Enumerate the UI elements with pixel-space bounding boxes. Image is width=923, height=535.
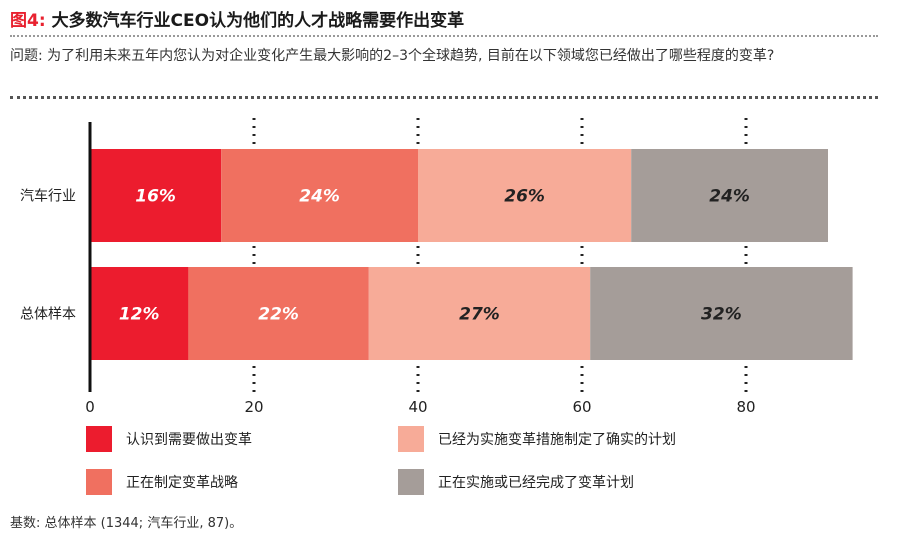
data-label-1-4: 24% bbox=[709, 187, 750, 207]
x-tick-label-0: 0 bbox=[85, 398, 95, 416]
legend-swatch-4 bbox=[398, 469, 424, 495]
legend-swatch-2 bbox=[86, 469, 112, 495]
category-label-2: 总体样本 bbox=[20, 307, 76, 323]
x-tick-label-40: 40 bbox=[408, 398, 427, 416]
bar-1-segment-1 bbox=[90, 149, 222, 242]
legend-item-3: 已经为实施变革措施制定了确实的计划 bbox=[398, 426, 676, 452]
survey-question: 问题: 为了利用未来五年内您认为对企业变化产生最大影响的2–3个全球趋势, 目前… bbox=[10, 48, 775, 64]
chart-title: 图4: 大多数汽车行业CEO认为他们的人才战略需要作出变革 bbox=[10, 6, 464, 31]
data-label-2-1: 12% bbox=[119, 305, 160, 325]
x-tick-label-20: 20 bbox=[244, 398, 263, 416]
legend-swatch-1 bbox=[86, 426, 112, 452]
category-label-1: 汽车行业 bbox=[20, 188, 76, 205]
bar-2-segment-2 bbox=[188, 267, 369, 360]
data-label-2-4: 32% bbox=[701, 305, 742, 325]
data-label-1-3: 26% bbox=[504, 187, 545, 207]
legend-item-1: 认识到需要做出变革 bbox=[86, 426, 252, 452]
data-label-2-2: 22% bbox=[258, 305, 299, 325]
footnote: 基数: 总体样本 (1344; 汽车行业, 87)。 bbox=[10, 516, 243, 531]
legend-label-2: 正在制定变革战略 bbox=[126, 475, 238, 491]
legend-label-3: 已经为实施变革措施制定了确实的计划 bbox=[438, 432, 676, 448]
legend-swatch-3 bbox=[398, 426, 424, 452]
bar-1-segment-3 bbox=[418, 149, 632, 242]
top-divider bbox=[10, 35, 878, 37]
section-divider bbox=[10, 96, 878, 99]
legend-item-4: 正在实施或已经完成了变革计划 bbox=[398, 469, 634, 495]
x-tick-label-80: 80 bbox=[736, 398, 755, 416]
data-label-2-3: 27% bbox=[459, 305, 500, 325]
stacked-bar-chart: 16% 24% 26% 24% 汽车行业 12% 22% 27% 32% 总体样本 0 20 40 60 8… bbox=[20, 118, 853, 416]
bar-2-segment-4 bbox=[590, 267, 853, 360]
bar-1-segment-4 bbox=[631, 149, 828, 242]
figure-label: 图4: bbox=[10, 11, 46, 31]
bar-1-segment-2 bbox=[221, 149, 418, 242]
legend-label-1: 认识到需要做出变革 bbox=[126, 432, 252, 448]
bar-2-segment-3 bbox=[368, 267, 591, 360]
data-label-1-1: 16% bbox=[135, 187, 176, 207]
title-text: 大多数汽车行业CEO认为他们的人才战略需要作出变革 bbox=[51, 11, 465, 31]
x-tick-label-60: 60 bbox=[572, 398, 591, 416]
bar-2-segment-1 bbox=[90, 267, 189, 360]
legend-label-4: 正在实施或已经完成了变革计划 bbox=[438, 475, 634, 491]
legend-item-2: 正在制定变革战略 bbox=[86, 469, 238, 495]
data-label-1-2: 24% bbox=[299, 187, 340, 207]
